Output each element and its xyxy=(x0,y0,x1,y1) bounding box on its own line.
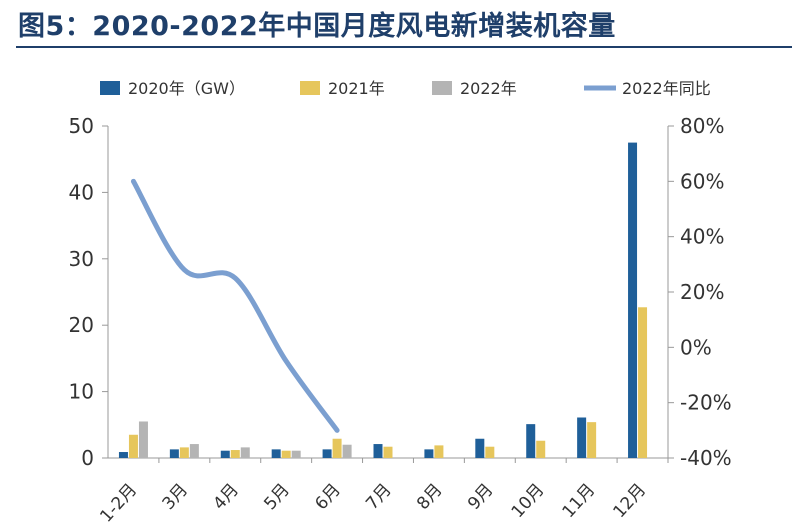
left-tick-label: 20 xyxy=(69,313,94,337)
title-underline xyxy=(16,46,792,48)
left-tick-label: 50 xyxy=(69,114,94,138)
legend-label: 2022年同比 xyxy=(622,79,711,98)
legend-swatch xyxy=(300,81,320,95)
bar xyxy=(230,450,240,458)
x-tick-label: 8月 xyxy=(413,480,446,514)
bar xyxy=(281,450,291,458)
right-tick-label: 0% xyxy=(680,335,712,359)
bar xyxy=(526,424,536,458)
x-tick-label: 3月 xyxy=(159,480,192,514)
x-tick-label: 11月 xyxy=(559,480,600,522)
bar xyxy=(271,449,281,458)
bar xyxy=(424,449,434,458)
x-tick-label: 12月 xyxy=(610,480,651,522)
right-tick-label: -20% xyxy=(680,391,732,415)
x-tick-label: 1-2月 xyxy=(96,480,141,525)
legend-swatch xyxy=(432,81,452,95)
left-tick-label: 10 xyxy=(69,380,94,404)
legend-label: 2021年 xyxy=(328,79,385,98)
yoy-line xyxy=(130,178,340,433)
right-tick-label: 20% xyxy=(680,280,724,304)
legend-label: 2022年 xyxy=(460,79,517,98)
chart-title: 图5：2020-2022年中国月度风电新增装机容量 xyxy=(18,11,616,42)
x-tick-label: 9月 xyxy=(464,480,497,514)
bar xyxy=(332,438,342,458)
legend-swatch xyxy=(100,81,120,95)
bar xyxy=(485,446,495,458)
bar xyxy=(240,447,250,458)
bar xyxy=(291,450,301,458)
x-tick-label: 6月 xyxy=(311,480,344,514)
bar xyxy=(220,450,230,458)
bar xyxy=(189,444,199,458)
bar xyxy=(342,444,352,458)
x-tick-label: 7月 xyxy=(362,480,395,514)
right-tick-label: 60% xyxy=(680,169,724,193)
bar xyxy=(138,421,148,458)
bar xyxy=(475,438,485,458)
x-tick-label: 10月 xyxy=(508,480,549,522)
x-tick-label: 5月 xyxy=(260,480,293,514)
bar xyxy=(638,307,648,458)
bar xyxy=(587,422,597,458)
bar xyxy=(536,440,546,458)
bar xyxy=(322,449,332,458)
bar xyxy=(373,444,383,458)
legend-label: 2020年（GW） xyxy=(128,79,245,98)
right-tick-label: -40% xyxy=(680,446,732,470)
bar xyxy=(434,445,444,458)
bar xyxy=(118,452,128,458)
bar xyxy=(179,447,189,458)
left-tick-label: 40 xyxy=(69,180,94,204)
right-tick-label: 80% xyxy=(680,114,724,138)
x-tick-label: 4月 xyxy=(210,480,243,514)
bar xyxy=(383,446,393,458)
bar xyxy=(128,434,138,458)
bar xyxy=(169,449,179,458)
left-tick-label: 0 xyxy=(81,446,94,470)
right-tick-label: 40% xyxy=(680,225,724,249)
bar xyxy=(628,142,638,458)
bar xyxy=(577,417,587,458)
left-tick-label: 30 xyxy=(69,247,94,271)
